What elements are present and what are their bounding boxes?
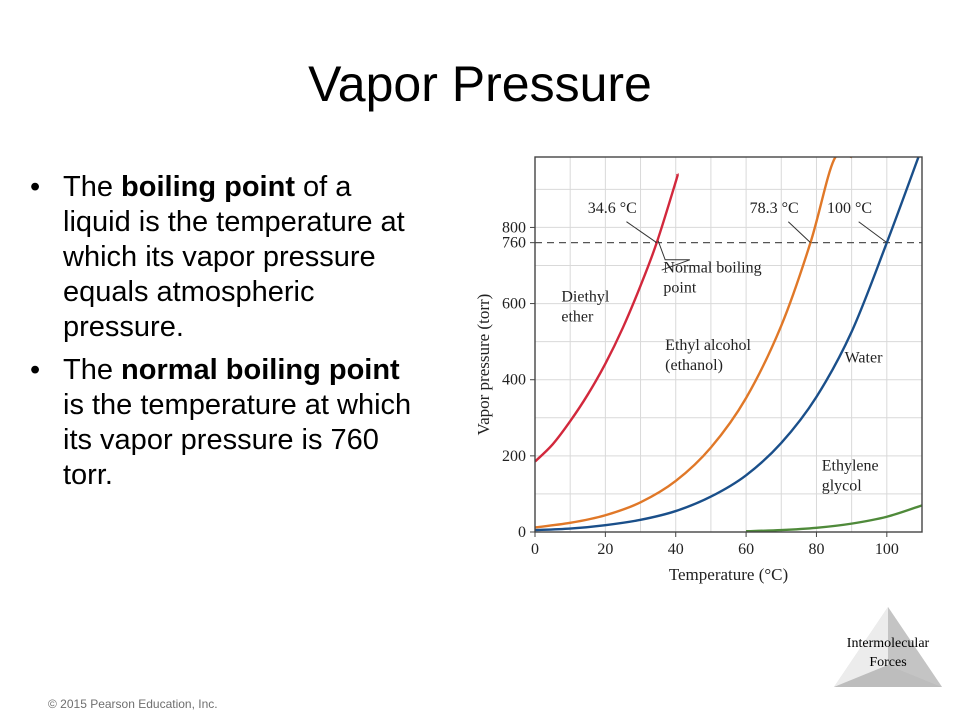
x-tick-label: 0 [531,541,539,558]
annotation-leader [787,221,811,244]
series-label-line: Water [845,350,883,367]
slide-title: Vapor Pressure [308,56,652,112]
bullet-text-bold: boiling point [121,171,295,203]
grid [535,157,922,532]
plot-frame [534,156,923,533]
series-label-line: (ethanol) [665,357,723,374]
series-label: Diethyl ether [561,289,610,326]
bullet-boiling-point: The boiling point of a liquid is the tem… [30,170,420,345]
copyright-footer: © 2015 Pearson Education, Inc. [48,697,218,711]
triangle-logo-icon [834,607,942,687]
series-line-water [535,157,920,532]
annotation-boiling-point: 34.6 °C [588,200,637,217]
annotation-boiling-point: 100 °C [827,200,872,217]
x-tick-label: 40 [668,541,684,558]
bullet-list: The boiling point of a liquid is the tem… [30,170,420,501]
series-label-line: Ethyl alcohol [665,337,751,354]
series-label-line: glycol [822,477,863,494]
series-label: Water [845,350,883,367]
y-tick-label: 800 [502,219,526,236]
plot-area [535,157,922,532]
series-line-ethylene-glycol [746,504,922,532]
series-group [535,157,922,532]
y-tick-label: 600 [502,296,526,313]
corner-label: Intermolecular Forces [828,634,948,672]
axes-frame [534,156,923,533]
x-tick-label: 60 [738,541,754,558]
x-tick-label: 100 [875,541,899,558]
y-tick-label: 760 [502,235,526,252]
annotation-leader [626,221,658,244]
bullet-normal-boiling-point: The normal boiling point is the temperat… [30,353,420,493]
bullet-text-bold: normal boiling point [121,354,400,386]
annotation-leader [858,221,888,244]
y-tick-label: 400 [502,372,526,389]
series-line-diethyl-ether [535,172,679,463]
x-tick-label: 20 [597,541,613,558]
corner-label-line2: Forces [869,655,907,670]
series-labels: Diethyl ether Ethyl alcohol (ethanol) Water E… [561,289,883,495]
annotation-normal-boiling-point: Normal boiling point [663,259,761,296]
annotation-leader [657,240,690,271]
series-label: Ethyl alcohol (ethanol) [665,337,751,374]
y-tick-label: 200 [502,448,526,465]
y-axis-label: Vapor pressure (torr) [474,294,493,436]
x-tick-label: 80 [808,541,824,558]
series-line-ethyl-alcohol-ethanol [535,157,852,529]
y-tick-label: 0 [518,524,526,541]
x-axis-label: Temperature (°C) [669,565,788,584]
series-label: Ethylene glycol [822,457,879,494]
bullet-text-pre: The [63,354,122,386]
annotations: 34.6 °C 78.3 °C 100 °C Normal boiling point [588,200,888,296]
series-label-line: Ethylene [822,457,879,474]
series-label-line: ether [561,309,594,326]
bullet-text-post: of a liquid is the temperature at which … [63,171,405,343]
annotation-line: point [663,279,696,296]
bullet-text-post: is the temperature at which its vapor pr… [63,389,412,491]
annotation-boiling-point: 78.3 °C [750,200,799,217]
bullet-text-pre: The [63,171,122,203]
corner-label-line1: Intermolecular [846,636,930,651]
annotation-line: Normal boiling [663,259,761,276]
series-label-line: Diethyl [561,289,610,306]
